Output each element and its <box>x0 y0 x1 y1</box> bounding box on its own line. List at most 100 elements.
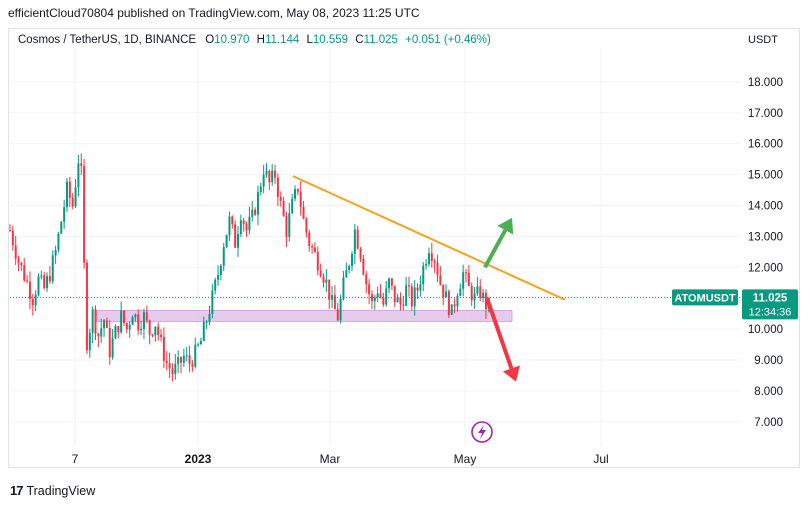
candle-body <box>225 234 228 248</box>
candle-body <box>88 332 91 351</box>
candle-body <box>251 209 254 217</box>
candle-body <box>160 334 163 338</box>
candle-body <box>294 189 296 199</box>
candle-body <box>396 297 399 303</box>
candle-body <box>413 287 416 307</box>
candle-body <box>470 285 473 301</box>
candle-body <box>447 291 450 315</box>
tradingview-brand[interactable]: 17 TradingView <box>10 483 95 498</box>
candle-body <box>222 247 225 266</box>
candle-body <box>274 170 277 178</box>
candle-body <box>382 297 385 305</box>
candle-body <box>205 321 208 323</box>
candle-body <box>351 253 353 266</box>
candle-body <box>108 327 111 358</box>
candle-body <box>51 255 54 282</box>
candle-body <box>111 338 114 358</box>
y-tick-label: 14.000 <box>748 201 783 213</box>
candle-body <box>325 279 328 283</box>
candle-body <box>311 246 314 248</box>
candle-body <box>473 293 476 301</box>
candle-body <box>410 286 413 307</box>
high-value: 11.144 <box>264 34 300 46</box>
support-zone <box>96 310 513 322</box>
candle-body <box>66 181 68 208</box>
candle-body <box>359 248 362 259</box>
candle-body <box>171 368 174 374</box>
candle-body <box>57 233 60 250</box>
candle-body <box>265 170 268 175</box>
candle-body <box>9 230 11 232</box>
candle-body <box>128 324 131 330</box>
candle-body <box>425 264 428 266</box>
candle-body <box>145 312 148 321</box>
currency-label[interactable]: USDT <box>748 34 778 46</box>
candle-body <box>180 357 182 363</box>
grid-lines <box>10 48 740 446</box>
open-value: 10.970 <box>214 34 250 46</box>
candle-body <box>151 334 154 336</box>
candle-body <box>390 278 393 286</box>
candle-body <box>405 285 408 306</box>
candle-body <box>134 314 137 318</box>
candle-body <box>271 170 274 183</box>
candle-body <box>17 258 20 263</box>
candle-body <box>148 320 151 335</box>
candle-body <box>91 309 94 333</box>
candle-body <box>97 333 100 337</box>
low-value: 10.559 <box>312 34 349 46</box>
candle-body <box>37 276 40 295</box>
candle-body <box>199 340 202 345</box>
arrow-down-head <box>502 365 520 382</box>
candle-body <box>182 355 185 363</box>
candle-body <box>450 304 453 315</box>
symbol-title[interactable]: Cosmos / TetherUS, 1D, BINANCE <box>18 34 197 46</box>
candle-body <box>376 293 379 298</box>
candle-body <box>48 276 51 282</box>
candle-body <box>348 265 351 271</box>
candle-body <box>313 247 316 252</box>
candle-body <box>345 270 348 278</box>
candle-body <box>279 197 282 201</box>
low-label: L <box>306 34 313 46</box>
candle-body <box>68 181 71 198</box>
candle-body <box>20 262 23 266</box>
candle-body <box>105 320 108 328</box>
candle-body <box>285 215 288 237</box>
x-tick-label: 2023 <box>185 452 212 466</box>
candle-body <box>476 286 479 294</box>
symbol-badge-label: ATOMUSDT <box>674 292 736 304</box>
candle-body <box>103 320 106 329</box>
candle-body <box>459 288 462 296</box>
candle-body <box>191 364 194 367</box>
candle-body <box>245 223 248 231</box>
y-tick-label: 9.000 <box>754 355 783 367</box>
arrow-up-icon <box>483 229 508 269</box>
candle-body <box>276 177 279 198</box>
candle-body <box>83 165 86 263</box>
candle-body <box>165 360 168 364</box>
candle-body <box>467 272 470 286</box>
candle-body <box>46 276 49 289</box>
candle-body <box>433 261 436 263</box>
candle-body <box>482 292 485 299</box>
candle-body <box>388 278 391 289</box>
candle-body <box>23 265 26 281</box>
lightning-icon[interactable] <box>471 421 493 443</box>
candle-body <box>154 326 157 336</box>
change-value: +0.051 (+0.46%) <box>405 34 491 46</box>
candle-body <box>462 272 465 289</box>
candle-body <box>288 213 291 237</box>
candle-body <box>71 197 74 207</box>
candle-body <box>174 363 177 374</box>
candle-body <box>239 220 242 235</box>
candles-layer <box>9 153 490 382</box>
candle-body <box>123 310 125 324</box>
candle-body <box>373 297 376 302</box>
price-badge-countdown: 12:34:36 <box>749 306 792 318</box>
candle-body <box>399 297 402 305</box>
candle-body <box>416 287 419 291</box>
candle-body <box>479 286 482 299</box>
y-tick-label: 8.000 <box>754 386 783 398</box>
